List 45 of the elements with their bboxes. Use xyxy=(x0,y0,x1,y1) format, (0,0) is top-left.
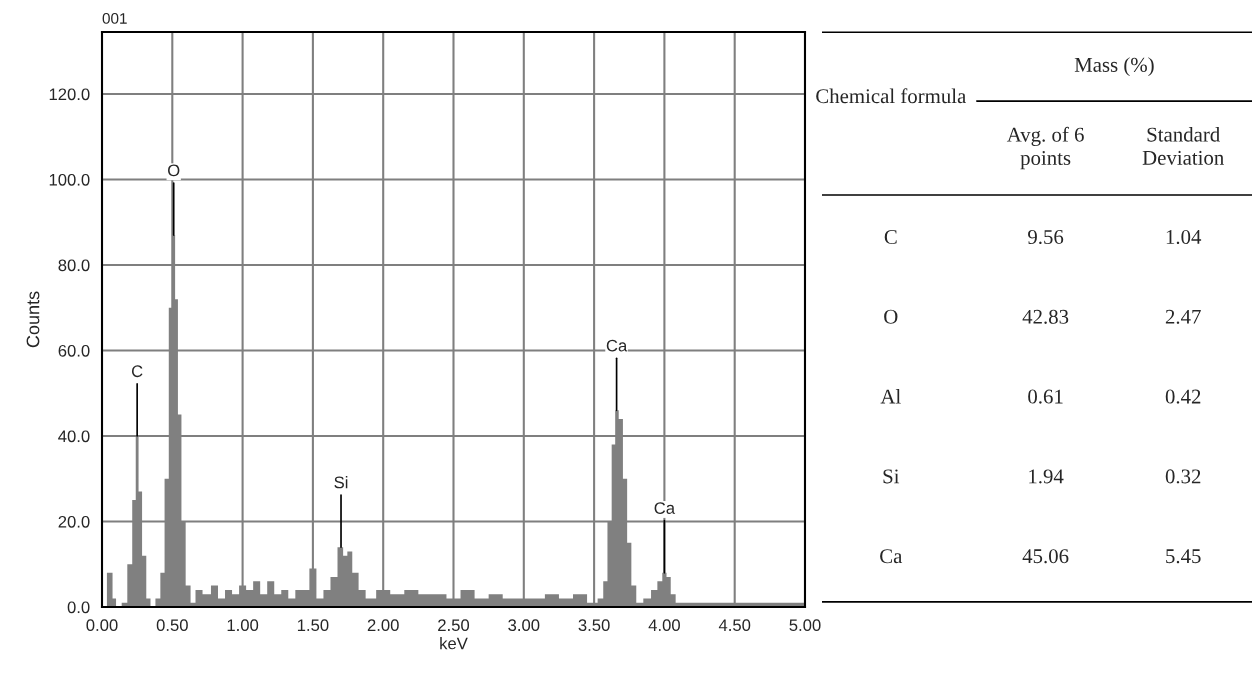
text: 5.45 xyxy=(1166,549,1201,564)
x-tick-label: 4.00 xyxy=(648,619,680,632)
x-tick-label: 3.50 xyxy=(578,619,610,632)
x-tick-label: 3.00 xyxy=(508,619,540,632)
x-tick-label: 4.50 xyxy=(718,619,751,632)
x-tick-label: 5.00 xyxy=(789,619,821,632)
y-tick-label: 20.0 xyxy=(58,515,90,528)
text: 0.32 xyxy=(1165,469,1201,484)
annotation: Si xyxy=(334,476,348,489)
text: 1.04 xyxy=(1166,229,1202,245)
x-axis-title: keV xyxy=(440,637,468,650)
text: 0.61 xyxy=(1028,389,1063,404)
text: 45.06 xyxy=(1022,549,1069,564)
category-label: Ca xyxy=(880,549,903,564)
category-label: Si xyxy=(883,469,900,484)
chart-title: 001 xyxy=(102,13,127,24)
annotation: Ca xyxy=(606,339,628,352)
x-tick-label: 0.00 xyxy=(86,619,118,632)
text: 2.47 xyxy=(1165,309,1201,324)
category-label: C xyxy=(884,229,897,244)
y-axis-title: Counts xyxy=(26,291,40,348)
y-tick-label: 40.0 xyxy=(58,430,90,443)
category-label: Al xyxy=(880,388,901,404)
y-tick-label: 120.0 xyxy=(49,88,90,101)
x-tick-label: 2.00 xyxy=(367,619,399,632)
x-tick-label: 0.50 xyxy=(156,619,188,632)
text: 1.94 xyxy=(1029,469,1064,484)
y-tick-label: 0.0 xyxy=(67,601,90,614)
category-label: Standard Deviation xyxy=(1142,126,1224,165)
category-label: Avg. of 6 points xyxy=(1006,126,1084,170)
category-label: O xyxy=(884,309,898,324)
annotation: C xyxy=(131,365,143,378)
x-tick-label: 2.50 xyxy=(438,619,470,632)
text: 42.83 xyxy=(1022,309,1069,324)
text: Chemical formula xyxy=(816,88,967,104)
annotation: Ca xyxy=(654,502,676,514)
annotation: O xyxy=(168,164,180,177)
y-tick-label: 60.0 xyxy=(58,344,90,357)
x-tick-label: 1.00 xyxy=(227,619,259,632)
x-tick-label: 1.50 xyxy=(297,619,329,632)
y-tick-label: 100.0 xyxy=(49,173,90,186)
text: 9.56 xyxy=(1028,229,1064,245)
y-tick-label: 80.0 xyxy=(58,259,90,272)
text: Mass (%) xyxy=(1074,57,1154,77)
text: 0.42 xyxy=(1165,389,1201,404)
